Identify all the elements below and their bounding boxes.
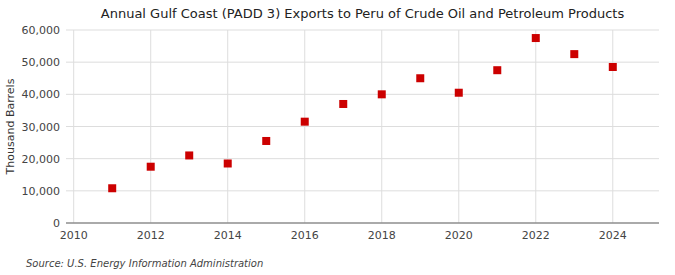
y-tick-label: 60,000 [22,24,61,37]
point [570,50,578,58]
x-axis-line [66,223,659,224]
point [262,137,270,145]
point [609,63,617,71]
point [224,159,232,167]
point [493,66,501,74]
grid [66,30,659,223]
x-tick-label: 2014 [214,229,242,242]
point [378,90,386,98]
title: Annual Gulf Coast (PADD 3) Exports to Pe… [101,6,625,21]
point [339,100,347,108]
y-grid-line [66,223,659,224]
x-tick-label: 2012 [137,229,165,242]
y-tick-label: 20,000 [22,153,61,166]
point [455,89,463,97]
y-grid-line [66,126,659,127]
x-grid-line [535,30,536,223]
x-tick-label: 2018 [368,229,396,242]
point [147,163,155,171]
x-grid-line [304,30,305,223]
source-note: Source: U.S. Energy Information Administ… [26,258,263,269]
x-grid-line [150,30,151,223]
x-grid-line [458,30,459,223]
x-tick-label: 2020 [445,229,473,242]
x-tick-label: 2024 [599,229,627,242]
x-grid-line [73,30,74,223]
x-tick-label: 2022 [522,229,550,242]
y-grid-line [66,190,659,191]
point [301,118,309,126]
points [108,34,617,192]
y-axis-label: Thousand Barrels [4,78,17,175]
x-grid-line [227,30,228,223]
y-tick-label: 40,000 [22,88,61,101]
y-grid-line [66,94,659,95]
y-tick-label: 10,000 [22,185,61,198]
chart: Annual Gulf Coast (PADD 3) Exports to Pe… [0,0,675,275]
y-grid-line [66,30,659,31]
point [532,34,540,42]
point [108,184,116,192]
x-tick-label: 2016 [291,229,319,242]
y-grid-line [66,62,659,63]
point [416,74,424,82]
y-grid-line [66,158,659,159]
y-tick-label: 30,000 [22,121,61,134]
x-tick-label: 2010 [60,229,88,242]
x-grid-line [612,30,613,223]
x-grid-line [381,30,382,223]
y-tick-label: 50,000 [22,56,61,69]
point [185,151,193,159]
